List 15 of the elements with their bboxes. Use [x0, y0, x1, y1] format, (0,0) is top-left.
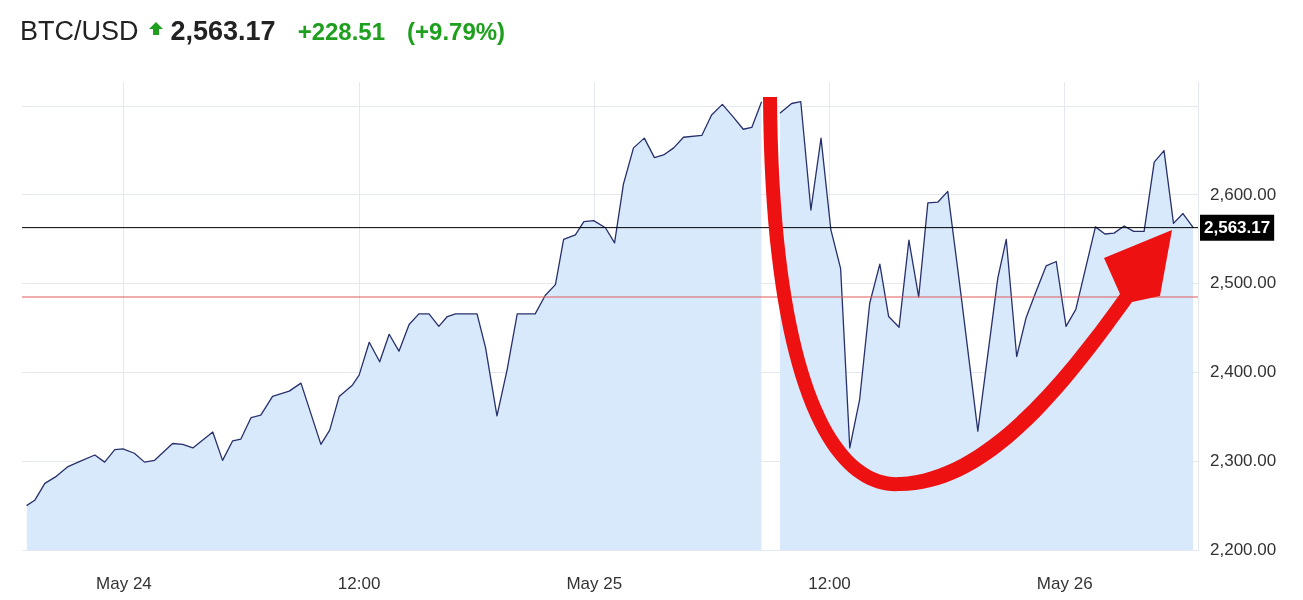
text: +228.51	[297, 18, 386, 46]
ref-line-label: 2,563.17	[1204, 218, 1271, 238]
chart-subtitle: 2,563.17	[170, 16, 276, 47]
y-tick-label: 2,400.00	[1210, 362, 1277, 382]
text: (+9.79%)	[407, 18, 506, 46]
chart-title: BTC/USD	[20, 16, 139, 47]
y-tick-label: 2,200.00	[1210, 539, 1277, 559]
y-tick-label: 2,500.00	[1210, 273, 1277, 293]
x-tick-label: 12:00	[337, 573, 381, 593]
x-tick-label: 12:00	[808, 573, 851, 593]
x-tick-label: May 24	[96, 573, 152, 593]
x-tick-label: May 26	[1036, 573, 1093, 593]
y-tick-label: 2,600.00	[1210, 184, 1277, 204]
y-tick-label: 2,300.00	[1210, 450, 1277, 470]
x-tick-label: May 25	[566, 573, 623, 593]
